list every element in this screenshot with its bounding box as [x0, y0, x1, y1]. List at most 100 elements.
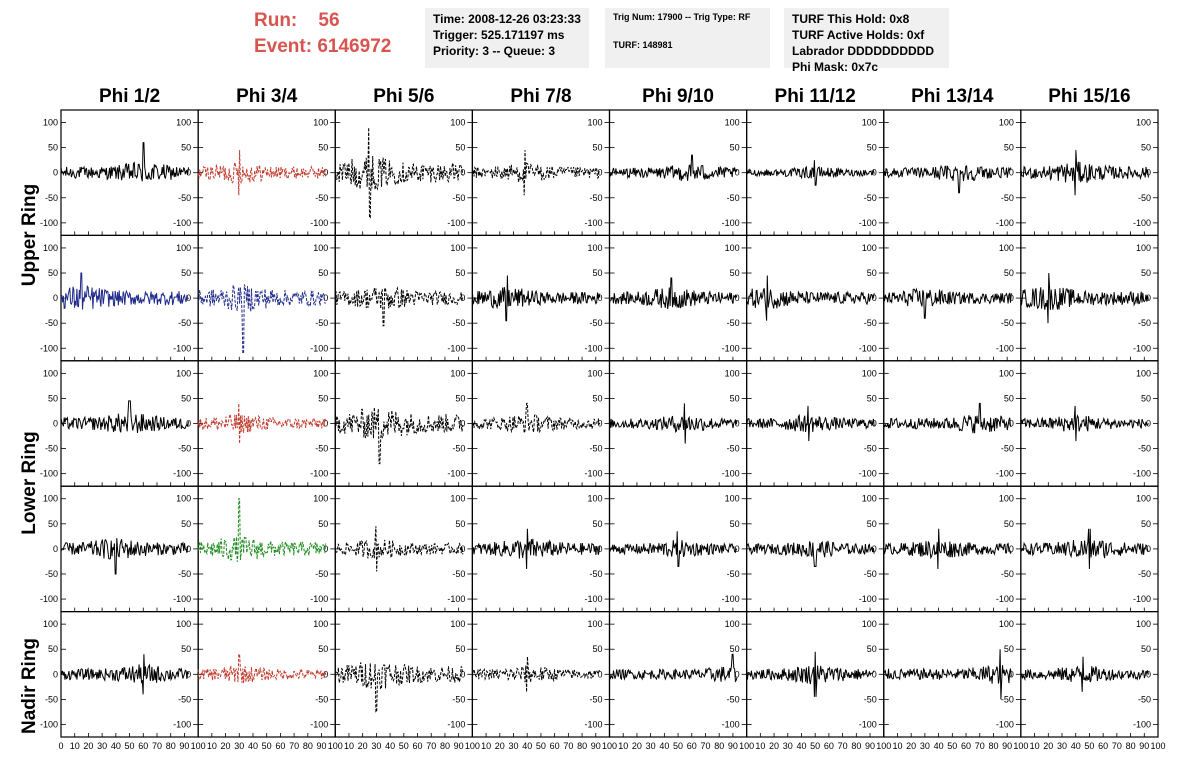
trig-num-line: Trig Num: 17900 -- Trig Type: RF — [613, 12, 751, 22]
y-tick-label: 0 — [735, 419, 740, 429]
x-tick-label: 40 — [659, 741, 669, 751]
y-tick-label: -100 — [859, 594, 877, 604]
waveform-trace — [334, 127, 464, 219]
y-tick-label: -50 — [589, 569, 602, 579]
x-tick-label: 30 — [371, 741, 381, 751]
waveform-trace — [471, 150, 601, 196]
x-tick-label: 40 — [385, 741, 395, 751]
y-tick-label: 100 — [450, 118, 465, 128]
x-tick-label: 30 — [1057, 741, 1067, 751]
y-tick-label: 100 — [1136, 243, 1151, 253]
run-value: 56 — [318, 10, 340, 31]
y-tick-label: 50 — [867, 644, 877, 654]
y-tick-label: 0 — [53, 293, 58, 303]
y-tick-label: 50 — [1004, 268, 1014, 278]
x-tick-label: 90 — [591, 741, 601, 751]
time-line: Time: 2008-12-26 03:23:33 — [433, 12, 581, 26]
waveform-trace — [60, 400, 189, 434]
y-tick-label: -50 — [864, 193, 877, 203]
x-tick-label: 100 — [876, 741, 891, 751]
x-tick-label: 70 — [426, 741, 436, 751]
waveform-trace — [609, 154, 738, 181]
y-tick-label: 50 — [181, 644, 191, 654]
x-tick-label: 100 — [739, 741, 754, 751]
y-tick-label: -100 — [584, 218, 602, 228]
y-tick-label: 0 — [735, 168, 740, 178]
x-tick-label: 90 — [1139, 741, 1149, 751]
x-tick-label: 10 — [70, 741, 80, 751]
x-tick-label: 40 — [248, 741, 258, 751]
x-tick-label: 30 — [920, 741, 930, 751]
y-tick-label: 50 — [730, 519, 740, 529]
waveform-trace — [1020, 528, 1149, 570]
trigger-info-box: Trig Num: 17900 -- Trig Type: RF TURF: 1… — [605, 8, 770, 68]
y-tick-label: 50 — [181, 143, 191, 153]
y-tick-label: -100 — [584, 594, 602, 604]
y-tick-label: -50 — [452, 193, 465, 203]
y-tick-label: 0 — [186, 168, 191, 178]
y-tick-label: 100 — [999, 494, 1014, 504]
y-tick-label: 50 — [318, 519, 328, 529]
y-tick-label: 50 — [867, 393, 877, 403]
y-tick-label: 0 — [1009, 168, 1014, 178]
x-tick-label: 20 — [221, 741, 231, 751]
y-tick-label: 0 — [735, 544, 740, 554]
y-tick-label: -100 — [1133, 343, 1151, 353]
y-tick-label: 0 — [460, 669, 465, 679]
y-tick-label: 0 — [460, 168, 465, 178]
y-tick-label: 100 — [313, 118, 328, 128]
x-tick-label: 40 — [1071, 741, 1081, 751]
y-tick-label: 50 — [730, 393, 740, 403]
y-tick-label: 100 — [43, 368, 58, 378]
y-tick-label: 50 — [592, 519, 602, 529]
waveform-trace — [609, 403, 738, 444]
y-tick-label: -50 — [1001, 694, 1014, 704]
time-info-box: Time: 2008-12-26 03:23:33 Trigger: 525.1… — [425, 8, 589, 68]
x-tick-label: 80 — [440, 741, 450, 751]
column-header: Phi 11/12 — [774, 86, 856, 107]
y-tick-label: 100 — [313, 243, 328, 253]
y-tick-label: 100 — [450, 243, 465, 253]
y-tick-label: 100 — [587, 619, 602, 629]
y-tick-label: -100 — [1133, 218, 1151, 228]
turf-line: TURF: 148981 — [613, 40, 673, 50]
y-tick-label: 0 — [1146, 168, 1151, 178]
y-tick-label: -100 — [447, 343, 465, 353]
x-tick-label: 50 — [262, 741, 272, 751]
y-tick-label: 0 — [53, 419, 58, 429]
y-tick-label: 0 — [323, 168, 328, 178]
x-tick-label: 80 — [303, 741, 313, 751]
waveform-trace — [883, 402, 1012, 434]
y-tick-label: -50 — [178, 193, 191, 203]
y-tick-label: 50 — [867, 268, 877, 278]
y-tick-label: 100 — [176, 118, 191, 128]
waveform-trace — [471, 275, 601, 322]
y-tick-label: -50 — [45, 694, 58, 704]
x-tick-label: 30 — [234, 741, 244, 751]
waveform-trace — [471, 656, 600, 692]
panel-frame — [334, 360, 473, 487]
y-tick-label: 100 — [450, 368, 465, 378]
x-tick-label: 80 — [577, 741, 587, 751]
y-tick-label: 50 — [592, 143, 602, 153]
y-tick-label: -100 — [1133, 719, 1151, 729]
y-tick-label: -100 — [40, 218, 58, 228]
waveform-trace — [60, 142, 189, 182]
y-tick-label: -100 — [447, 218, 465, 228]
y-tick-label: -50 — [452, 318, 465, 328]
x-tick-label: 30 — [509, 741, 519, 751]
y-tick-label: 50 — [867, 143, 877, 153]
labrador-line: Labrador DDDDDDDDDD — [792, 44, 935, 58]
run-row: Run: 56 — [254, 8, 391, 34]
y-tick-label: 0 — [735, 293, 740, 303]
y-tick-label: -50 — [589, 193, 602, 203]
x-tick-label: 90 — [728, 741, 738, 751]
y-tick-label: 50 — [181, 519, 191, 529]
y-tick-label: 100 — [587, 494, 602, 504]
x-tick-label: 60 — [413, 741, 423, 751]
y-tick-label: 0 — [872, 544, 877, 554]
y-tick-label: 0 — [186, 293, 191, 303]
y-tick-label: -50 — [452, 569, 465, 579]
x-tick-label: 70 — [975, 741, 985, 751]
waveform-trace — [883, 287, 1012, 319]
